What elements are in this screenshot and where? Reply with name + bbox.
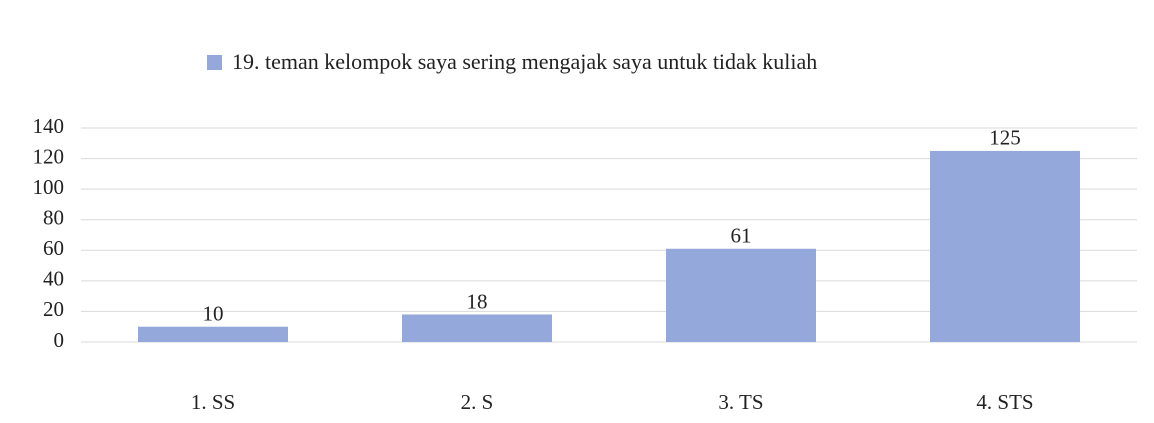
x-tick-label: 1. SS	[191, 390, 235, 414]
data-label: 18	[467, 289, 488, 313]
y-tick-label: 40	[43, 267, 64, 291]
data-label: 61	[731, 224, 752, 248]
y-tick-label: 120	[33, 144, 65, 168]
bar	[666, 248, 816, 342]
data-label: 125	[989, 126, 1021, 150]
y-tick-label: 80	[43, 206, 64, 230]
y-tick-label: 20	[43, 297, 64, 321]
y-tick-label: 100	[33, 175, 65, 199]
x-tick-label: 3. TS	[718, 390, 763, 414]
data-label: 10	[203, 302, 224, 326]
y-tick-label: 60	[43, 236, 64, 260]
legend-swatch	[207, 55, 222, 70]
x-tick-label: 4. STS	[976, 390, 1033, 414]
y-tick-label: 140	[33, 114, 65, 138]
y-tick-label: 0	[54, 328, 65, 352]
bar	[402, 314, 552, 342]
bar	[138, 326, 288, 342]
bar	[930, 150, 1080, 342]
legend-label: 19. teman kelompok saya sering mengajak …	[232, 49, 817, 74]
x-tick-label: 2. S	[461, 390, 494, 414]
